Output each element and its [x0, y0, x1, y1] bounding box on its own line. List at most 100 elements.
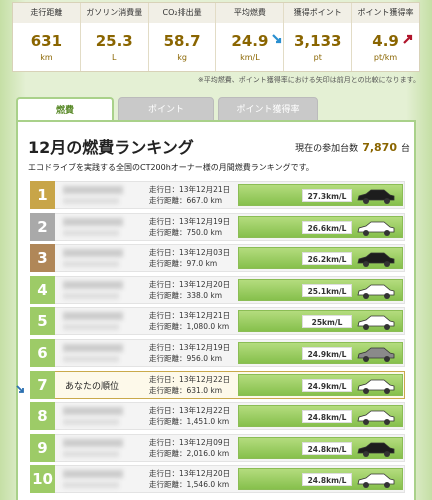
- car-shape: [357, 252, 395, 268]
- blurred-name: [63, 470, 123, 479]
- efficiency-bar: 27.3km/L: [238, 184, 403, 206]
- car-icon: [356, 377, 396, 399]
- run-date: 走行日：13年12月03日: [149, 248, 231, 258]
- rank-badge: 3: [30, 244, 55, 273]
- run-date: 走行日：13年12月19日: [149, 216, 231, 226]
- blurred-name: [63, 419, 119, 426]
- efficiency-value: 27.3km/L: [302, 189, 352, 202]
- self-marker: [16, 379, 25, 398]
- blurred-name: [63, 407, 123, 416]
- stats-bar: 走行距離 631 km ガソリン消費量 25.3 L CO₂排出量 58.7 kg 平均燃費 24.…: [12, 2, 420, 72]
- rank-badge: 4: [30, 275, 55, 304]
- car-shape: [357, 221, 395, 236]
- efficiency-bar: 24.9km/L: [238, 373, 403, 399]
- blurred-name: [63, 198, 119, 204]
- trend-arrow: [403, 34, 412, 44]
- run-distance: 走行距離：956.0 km: [149, 354, 223, 363]
- stat: 平均燃費 24.9 km/L: [216, 3, 285, 71]
- participants-unit: 台: [400, 144, 410, 154]
- car-icon: [356, 440, 396, 462]
- car-icon: [356, 250, 396, 272]
- efficiency-bar: 24.9km/L: [238, 342, 403, 364]
- stat-value: 631: [30, 32, 63, 50]
- car-icon: [356, 282, 396, 304]
- run-info: 走行日：13年12月20日 走行距離：1,546.0 km: [149, 468, 230, 490]
- stat-label: 平均燃費: [216, 3, 284, 23]
- run-distance: 走行距離：1,451.0 km: [149, 417, 230, 427]
- run-info: 走行日：13年12月19日 走行距離：956.0 km: [149, 342, 230, 364]
- ranking-row: 1 走行日：13年12月21日 走行距離：667.0 km 27.3km/L: [30, 181, 405, 209]
- note: ※平均燃費、ポイント獲得率における矢印は前月との比較になります。: [197, 76, 420, 84]
- tab[interactable]: ポイント獲得率: [218, 97, 318, 121]
- efficiency-value: 24.9km/L: [302, 347, 352, 360]
- ranking-row: 7 あなたの順位 走行日：13年12月22日 走行距離：631.0 km 24.9km/…: [30, 370, 405, 399]
- run-info: 走行日：13年12月22日 走行距離：1,451.0 km: [149, 405, 230, 427]
- tab[interactable]: ポイント: [118, 97, 214, 121]
- efficiency-value: 24.8km/L: [302, 473, 352, 487]
- blurred-name: [63, 450, 119, 457]
- run-distance: 走行距離：1,080.0 km: [149, 322, 230, 332]
- efficiency-bar: 24.8km/L: [238, 468, 403, 493]
- run-info: 走行日：13年12月09日 走行距離：2,016.0 km: [149, 437, 230, 459]
- run-date: 走行日：13年12月20日: [149, 469, 231, 479]
- car-icon: [356, 471, 396, 493]
- blurred-name: [63, 249, 123, 258]
- efficiency-bar: 26.6km/L: [238, 215, 403, 241]
- efficiency-bar: 26.2km/L: [238, 247, 403, 272]
- ranking-row: 2 走行日：13年12月19日 走行距離：750.0 km 26.6km/L: [30, 212, 405, 241]
- car-shape: [357, 284, 395, 299]
- stat-unit: km/L: [240, 53, 260, 62]
- ranking-row: 10 走行日：13年12月20日 走行距離：1,546.0 km 24.8km/L: [30, 465, 405, 494]
- run-info: 走行日：13年12月21日 走行距離：667.0 km: [149, 184, 230, 206]
- ranking-row: 9 走行日：13年12月09日 走行距離：2,016.0 km 24.8km/L: [30, 433, 405, 462]
- stat-value: 58.7: [163, 32, 201, 50]
- car-icon: [356, 345, 396, 367]
- blurred-name: [63, 356, 119, 362]
- rank-badge: 9: [30, 433, 55, 462]
- car-shape: [357, 410, 395, 426]
- run-info: 走行日：13年12月20日 走行距離：338.0 km: [149, 279, 230, 301]
- blurred-name: [63, 324, 119, 331]
- car-icon: [356, 187, 396, 209]
- participants: 現在の参加台数 7,870 台: [295, 141, 410, 154]
- run-distance: 走行距離：631.0 km: [149, 385, 223, 395]
- rank-badge: 6: [30, 339, 55, 367]
- efficiency-value: 24.8km/L: [302, 441, 352, 455]
- ranking-row: 3 走行日：13年12月03日 走行距離：97.0 km 26.2km/L: [30, 244, 405, 273]
- efficiency-value: 24.8km/L: [302, 410, 352, 424]
- tab[interactable]: 燃費: [16, 97, 114, 122]
- blurred-name: [63, 229, 119, 236]
- car-shape: [357, 442, 395, 457]
- participants-label: 現在の参加台数: [295, 144, 359, 154]
- efficiency-bar: 25km/L: [238, 310, 403, 333]
- efficiency-value: 25.1km/L: [302, 283, 352, 297]
- run-date: 走行日：13年12月22日: [149, 406, 231, 416]
- run-info: 走行日：13年12月03日 走行距離：97.0 km: [149, 247, 230, 269]
- rank-badge: 5: [30, 307, 55, 336]
- car-shape: [357, 473, 395, 489]
- efficiency-bar: 25.1km/L: [238, 278, 403, 304]
- stat: CO₂排出量 58.7 kg: [148, 3, 217, 71]
- car-shape: [357, 347, 395, 362]
- car-shape: [357, 189, 395, 204]
- rank-badge: 8: [30, 402, 55, 431]
- stat-unit: L: [112, 53, 117, 62]
- run-distance: 走行距離：2,016.0 km: [149, 448, 230, 458]
- ranking-row: 6 走行日：13年12月19日 走行距離：956.0 km 24.9km/L: [30, 339, 405, 367]
- car-icon: [356, 219, 396, 241]
- ranking-row: 8 走行日：13年12月22日 走行距離：1,451.0 km 24.8km/L: [30, 402, 405, 431]
- run-date: 走行日：13年12月22日: [149, 374, 231, 384]
- stat-label: ポイント獲得率: [352, 3, 419, 23]
- self-arrow: [16, 384, 24, 393]
- ranking-row: 4 走行日：13年12月20日 走行距離：338.0 km 25.1km/L: [30, 275, 405, 304]
- efficiency-value: 26.6km/L: [302, 220, 352, 234]
- blurred-name: [63, 280, 123, 289]
- run-info: 走行日：13年12月21日 走行距離：1,080.0 km: [149, 310, 230, 332]
- run-date: 走行日：13年12月21日: [149, 185, 231, 194]
- stat-unit: km: [40, 53, 53, 62]
- efficiency-value: 25km/L: [302, 315, 352, 329]
- blurred-name: [63, 186, 123, 194]
- car-icon: [356, 408, 396, 430]
- run-distance: 走行距離：750.0 km: [149, 227, 223, 237]
